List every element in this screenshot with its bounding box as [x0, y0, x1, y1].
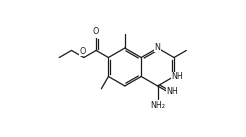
Text: O: O: [80, 47, 86, 56]
Text: NH₂: NH₂: [150, 101, 165, 110]
Text: N: N: [155, 43, 161, 52]
Text: NH: NH: [166, 87, 178, 96]
Text: O: O: [93, 27, 99, 36]
Text: NH: NH: [171, 72, 183, 81]
